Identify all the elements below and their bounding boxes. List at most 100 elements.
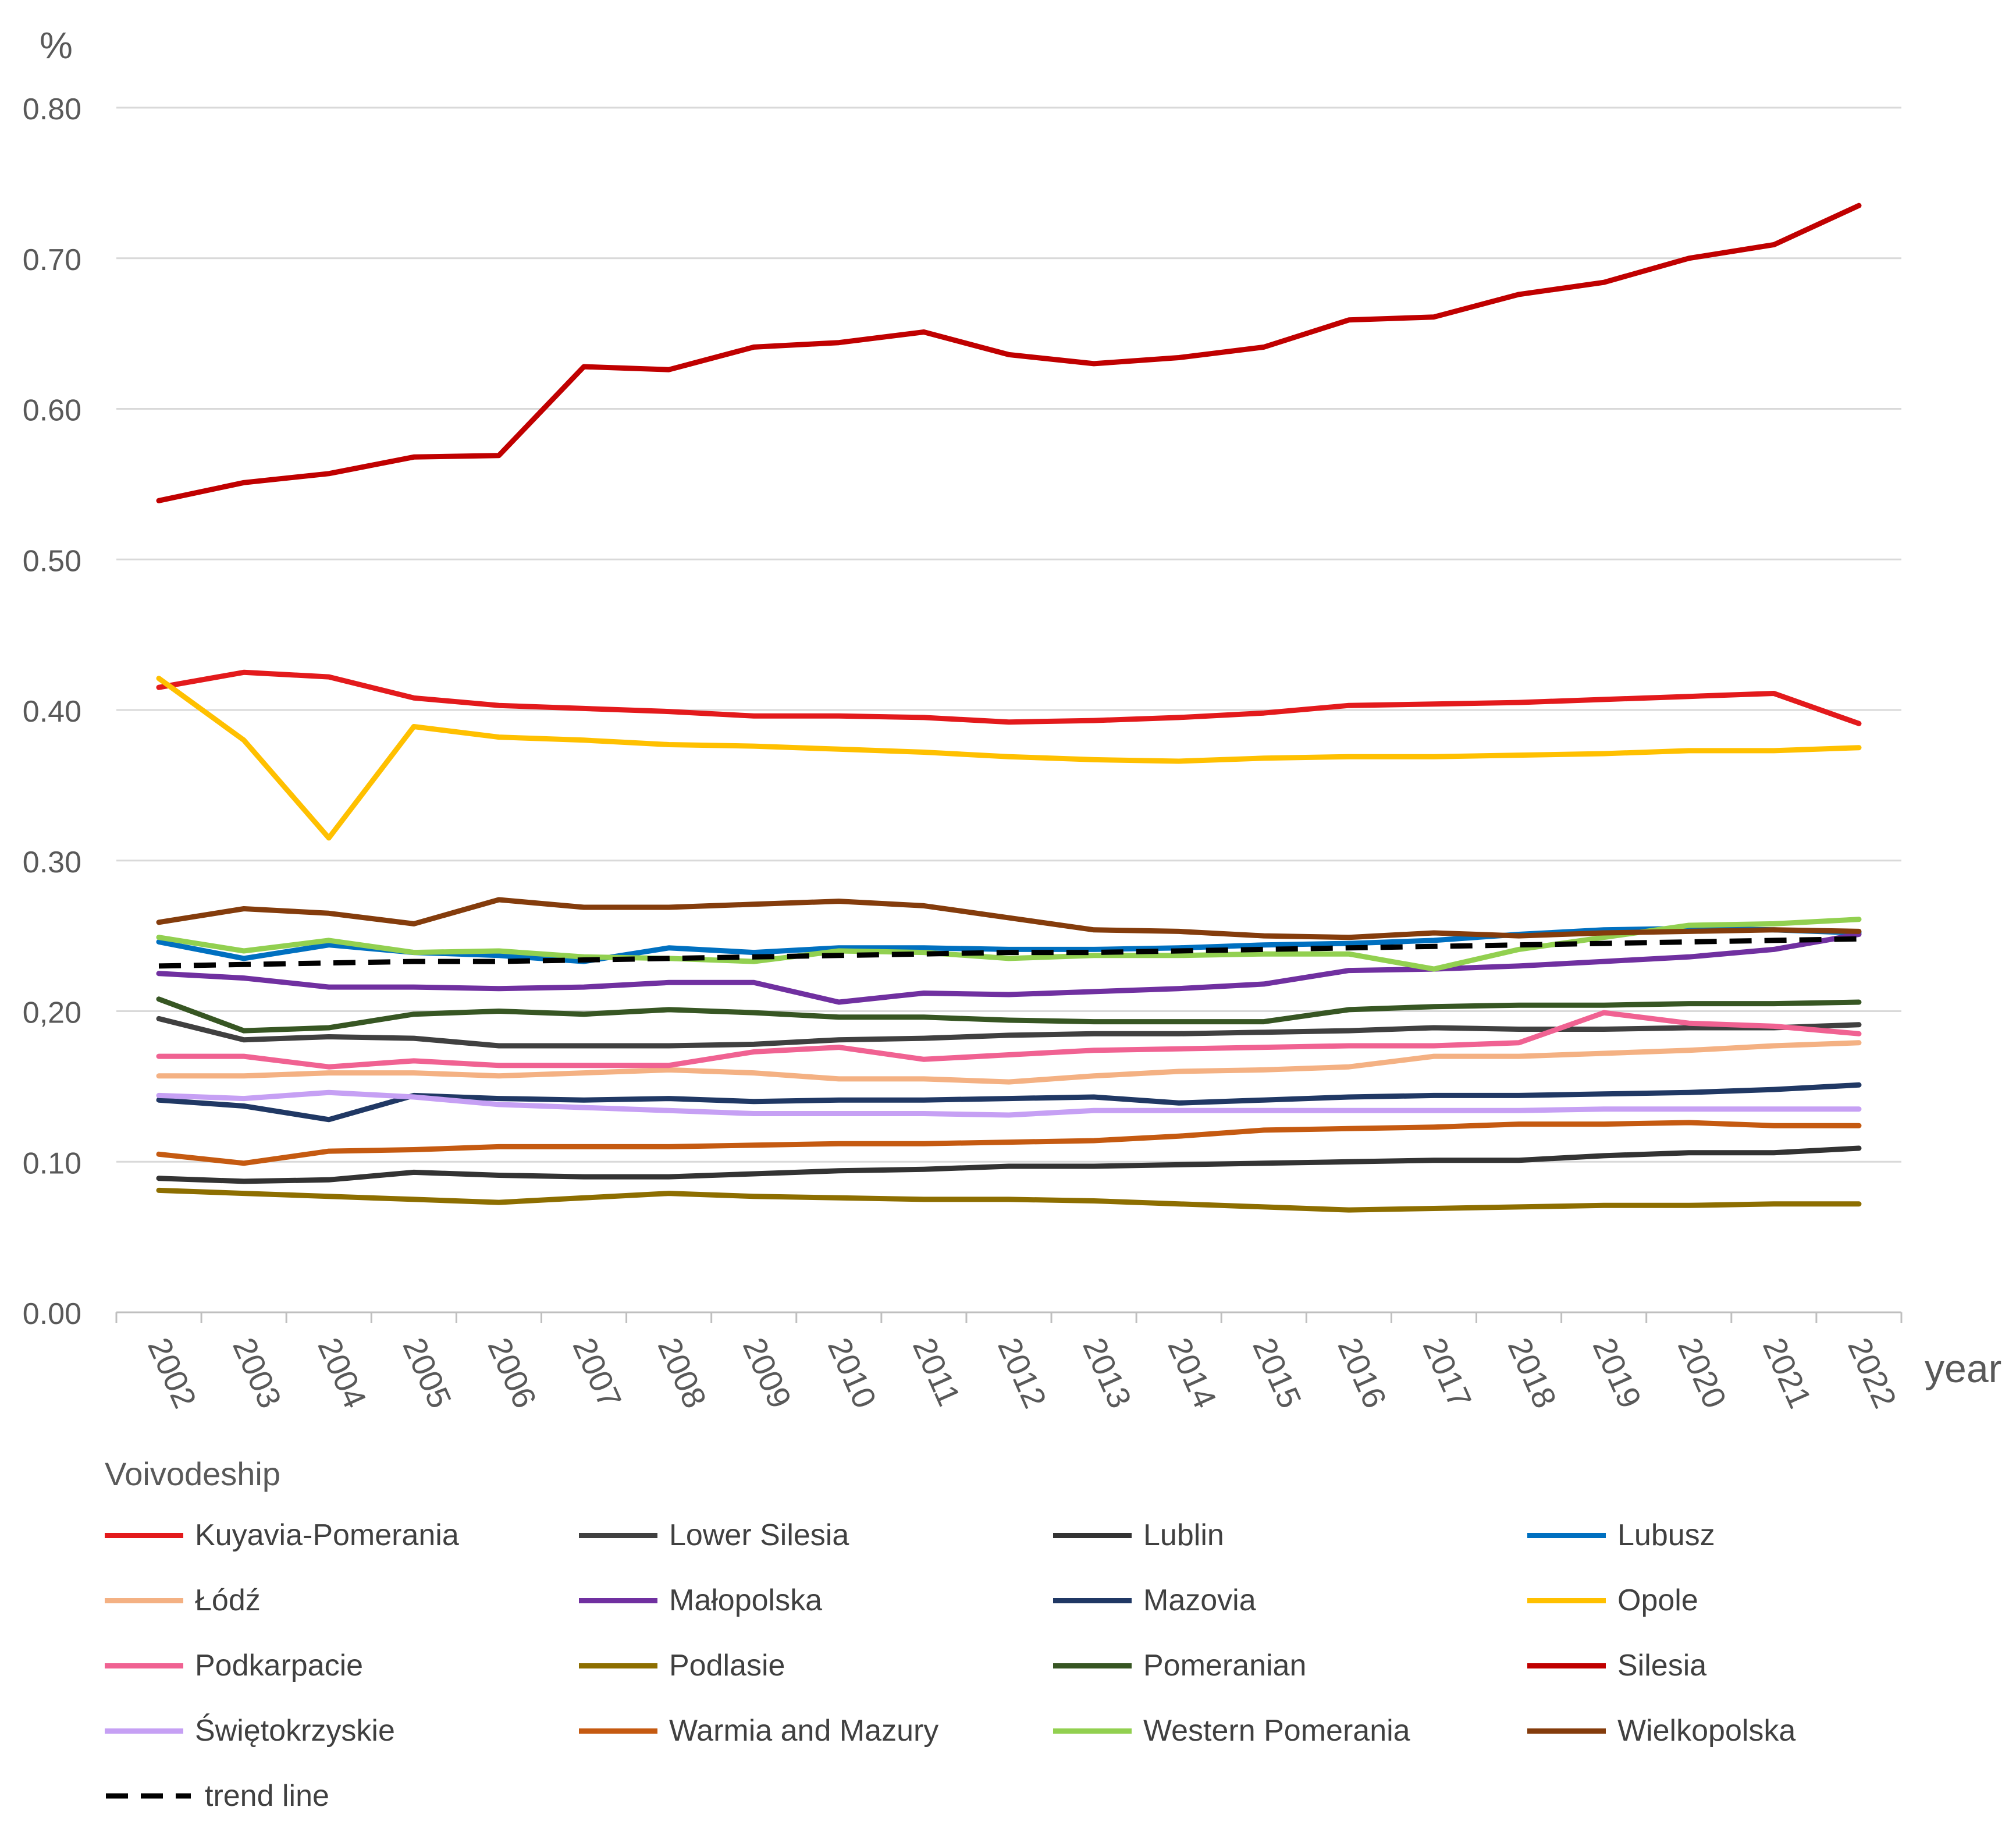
legend-item: Łódź: [105, 1581, 579, 1620]
legend-item: Kuyavia-Pomerania: [105, 1516, 579, 1554]
series-lines: [156, 203, 1862, 1213]
x-tick-label: 2022: [1841, 1332, 1904, 1413]
legend-label: Kuyavia-Pomerania: [195, 1518, 459, 1552]
series-line-warmia-and-mazury: [156, 1120, 1862, 1166]
legend-item-trend-line: trend line: [105, 1777, 1967, 1815]
legend-swatch: [105, 1728, 183, 1734]
x-tick-label: 2007: [566, 1332, 629, 1413]
legend-item: Warmia and Mazury: [579, 1712, 1053, 1750]
legend-item: Western Pomerania: [1053, 1712, 1527, 1750]
legend-item: Wielkopolska: [1527, 1712, 2001, 1750]
legend-label: Silesia: [1617, 1649, 1707, 1682]
x-tick-label: 2020: [1671, 1332, 1734, 1413]
legend-swatch: [1053, 1663, 1132, 1668]
legend-swatch: [579, 1532, 657, 1538]
x-tick-label: 2006: [481, 1332, 543, 1413]
legend-label: Podkarpacie: [195, 1649, 364, 1682]
x-tick-label: 2018: [1501, 1332, 1564, 1413]
legend-swatch: [579, 1663, 657, 1668]
y-axis-unit-label: %: [40, 24, 73, 66]
x-tick-label: 2010: [821, 1332, 884, 1413]
legend-swatch: [1527, 1663, 1606, 1668]
legend-item: Opole: [1527, 1581, 2001, 1620]
series-line-podlasie: [156, 1187, 1862, 1213]
y-tick-label: 0.60: [23, 394, 81, 428]
x-axis-title: year: [1925, 1347, 2001, 1391]
x-tick-label: 2011: [906, 1332, 968, 1411]
x-tick-label: 2004: [311, 1332, 374, 1413]
trend-line-swatch: [106, 1793, 191, 1799]
legend-label: Wielkopolska: [1617, 1714, 1796, 1748]
legend-swatch: [579, 1728, 657, 1734]
line-chart: % year 0.000.100,200.300.400.500.600.700…: [23, 24, 2002, 1414]
legend-item: Silesia: [1527, 1646, 2001, 1685]
legend-label: Western Pomerania: [1143, 1714, 1410, 1748]
x-tick-label: 2014: [1161, 1332, 1224, 1413]
y-tick-labels: 0.00 0.10 0,20 0.30 0.40 0.50 0.60 0.70 0.80: [23, 93, 81, 1331]
legend-swatch: [105, 1532, 183, 1538]
legend-item: Podkarpacie: [105, 1646, 579, 1685]
legend-item: Małopolska: [579, 1581, 1053, 1620]
x-tick-label: 2003: [226, 1332, 289, 1413]
x-tick-label: 2008: [651, 1332, 714, 1413]
legend-item: Lublin: [1053, 1516, 1527, 1554]
legend-label-trend-line: trend line: [205, 1779, 329, 1813]
legend-label: Mazovia: [1143, 1584, 1256, 1617]
legend-label: Łódź: [195, 1584, 261, 1617]
legend-label: Lublin: [1143, 1518, 1224, 1552]
x-tick-labels: 2002 2003 2004 2005 2006 2007 2008 2009 2010 2011…: [141, 1332, 1904, 1413]
x-tick-label: 2017: [1416, 1332, 1479, 1413]
legend-item: Mazovia: [1053, 1581, 1527, 1620]
legend-label: Lower Silesia: [669, 1518, 849, 1552]
y-tick-label: 0.80: [23, 93, 81, 126]
legend-swatch: [1527, 1532, 1606, 1538]
series-line-lower-silesia: [156, 1016, 1862, 1049]
x-tick-label: 2016: [1331, 1332, 1393, 1413]
y-tick-label: 0.50: [23, 544, 81, 578]
series-line-podkarpacie: [156, 1010, 1862, 1070]
legend-swatch: [1053, 1728, 1132, 1734]
legend-label: Warmia and Mazury: [669, 1714, 939, 1748]
series-line-silesia: [156, 203, 1862, 503]
legend-item: Pomeranian: [1053, 1646, 1527, 1685]
y-tick-label: 0.00: [23, 1297, 81, 1331]
series-line-lublin: [156, 1145, 1862, 1184]
series-line-wielkopolska: [156, 897, 1862, 940]
series-line--d-: [156, 1040, 1862, 1085]
series-line-ma-opolska: [156, 932, 1862, 1005]
x-tick-label: 2015: [1246, 1332, 1309, 1413]
y-tick-label: 0.30: [23, 846, 81, 879]
series-line-opole: [156, 676, 1862, 841]
legend-swatch: [1527, 1597, 1606, 1603]
series-line-kuyavia-pomerania: [156, 669, 1862, 726]
legend-items: Kuyavia-Pomerania Lower Silesia Lublin Lubu…: [105, 1516, 1967, 1750]
legend-label: Podlasie: [669, 1649, 785, 1682]
x-tick-label: 2012: [991, 1332, 1054, 1413]
x-tick-label: 2005: [396, 1332, 458, 1413]
trend-line: [158, 936, 1859, 969]
y-tick-label: 0,20: [23, 996, 81, 1030]
legend-item: Lubusz: [1527, 1516, 2001, 1554]
legend-swatch: [1053, 1532, 1132, 1538]
x-tick-label: 2009: [736, 1332, 799, 1413]
legend-swatch: [105, 1663, 183, 1668]
y-tick-label: 0.10: [23, 1146, 81, 1180]
legend-swatch: [579, 1597, 657, 1603]
legend-label: Małopolska: [669, 1584, 823, 1617]
gridlines: [116, 106, 1901, 1163]
y-tick-label: 0.40: [23, 695, 81, 729]
legend-item: Podlasie: [579, 1646, 1053, 1685]
legend-label: Pomeranian: [1143, 1649, 1307, 1682]
legend-swatch: [1527, 1728, 1606, 1734]
legend-label: Świętokrzyskie: [195, 1714, 395, 1748]
x-tick-label: 2019: [1586, 1332, 1649, 1413]
series-line-pomeranian: [156, 996, 1862, 1034]
y-tick-label: 0.70: [23, 243, 81, 277]
legend-item: Lower Silesia: [579, 1516, 1053, 1554]
series-line-mazovia: [156, 1082, 1862, 1123]
x-tick-label: 2002: [141, 1332, 204, 1413]
legend-title: Voivodeship: [105, 1455, 281, 1492]
axes: [115, 1311, 1903, 1323]
legend-label: Lubusz: [1617, 1518, 1715, 1552]
series-line--wi-tokrzyskie: [156, 1089, 1862, 1118]
